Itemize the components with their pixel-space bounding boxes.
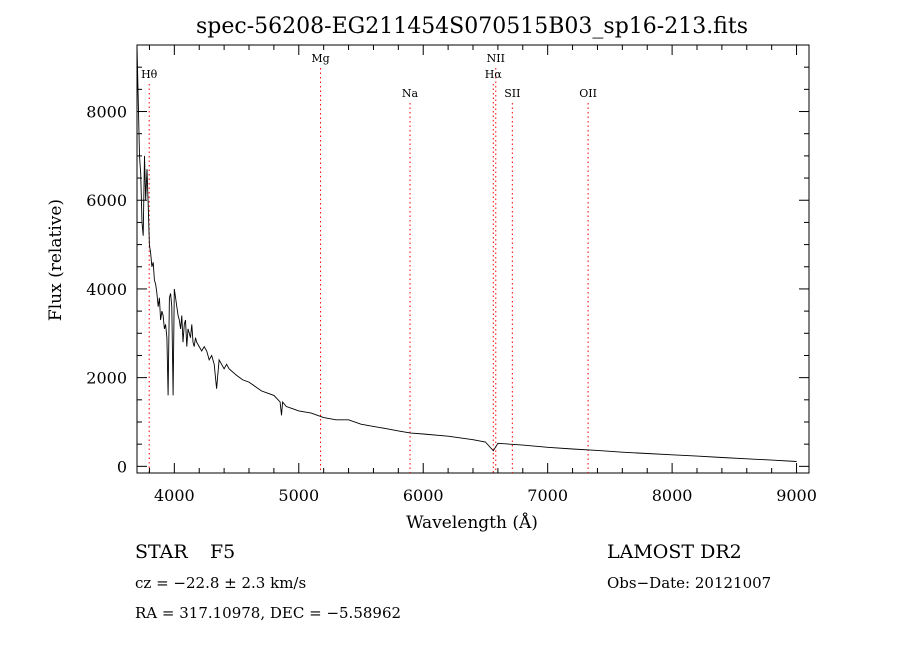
x-tick-label: 4000 (154, 486, 195, 505)
spectral-line-label: Mg (311, 52, 329, 65)
spectral-line-label: Na (402, 87, 419, 100)
chart-title: spec-56208-EG211454S070515B03_sp16-213.f… (196, 14, 748, 39)
object-class: STAR (135, 541, 188, 563)
survey-name: LAMOST DR2 (607, 541, 742, 563)
spectral-line-label: OII (579, 87, 597, 100)
x-tick-label: 8000 (652, 486, 693, 505)
x-tick-label: 7000 (527, 486, 568, 505)
x-tick-label: 6000 (403, 486, 444, 505)
spectral-line-label: SII (504, 87, 520, 100)
y-tick-label: 0 (117, 457, 127, 476)
x-axis-label: Wavelength (Å) (406, 512, 538, 533)
spectrum-line (136, 44, 797, 462)
x-tick-label: 9000 (776, 486, 817, 505)
redshift-readout: cz = −22.8 ± 2.3 km/s (135, 574, 307, 592)
spectral-subclass: F5 (210, 541, 236, 563)
spectral-line-label: Hθ (141, 68, 158, 81)
y-axis-label: Flux (relative) (46, 199, 66, 321)
y-tick-label: 2000 (86, 369, 127, 388)
y-tick-label: 6000 (86, 191, 127, 210)
spectral-line-label: NII (487, 52, 505, 65)
plot-frame (136, 44, 810, 474)
y-tick-label: 8000 (86, 103, 127, 122)
spectral-line-label: Hα (485, 68, 503, 81)
y-tick-label: 4000 (86, 280, 127, 299)
x-tick-label: 5000 (278, 486, 319, 505)
axis-ticks: 4000 5000 6000 7000 8000 9000 0 2000 4000 6000 800… (86, 45, 817, 505)
coordinates-readout: RA = 317.10978, DEC = −5.58962 (135, 604, 402, 622)
observation-date: Obs−Date: 20121007 (607, 574, 772, 592)
